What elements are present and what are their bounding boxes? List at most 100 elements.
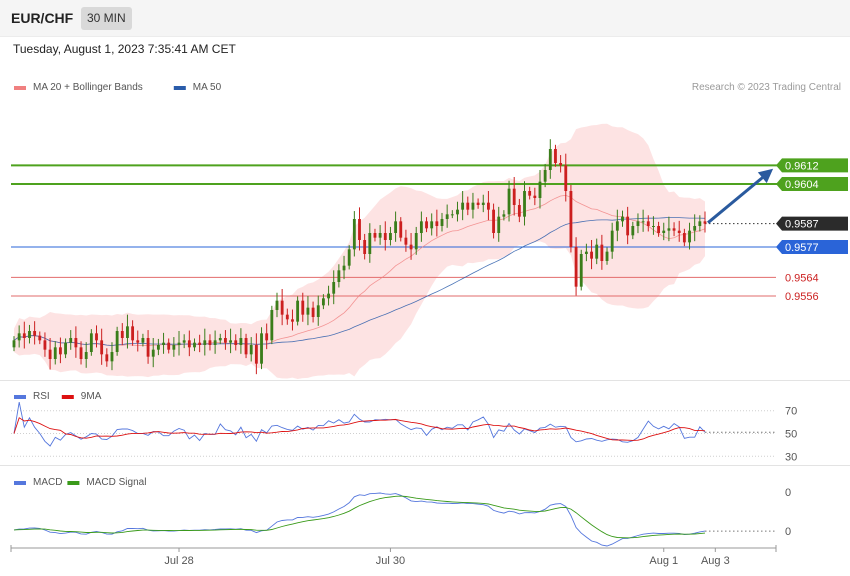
candle (414, 226, 418, 255)
arrow-head (757, 168, 774, 184)
pivot-label-tag (776, 240, 848, 254)
candle (280, 289, 284, 326)
candle-body (162, 342, 165, 345)
candle (471, 192, 475, 219)
candle-body (33, 331, 37, 336)
candle-body (151, 349, 155, 357)
candle-body (95, 333, 98, 341)
candle-body (569, 191, 573, 247)
candle (218, 333, 222, 345)
candle-body (399, 221, 403, 238)
candle (419, 211, 423, 242)
rsi-line (13, 402, 706, 447)
candle-body (512, 188, 516, 205)
rsi-tick-label: 70 (785, 406, 797, 418)
candle (110, 342, 114, 371)
rsi-panel-divider (0, 380, 850, 381)
candle (574, 237, 578, 296)
candle (636, 213, 640, 234)
rsi-legend-label: RSI (33, 391, 50, 402)
candle (497, 206, 501, 242)
candlesticks (12, 139, 707, 375)
candle (538, 170, 542, 209)
candle (22, 321, 26, 349)
candle-body (43, 340, 47, 350)
candle (265, 323, 269, 350)
candle-body (404, 237, 408, 245)
bollinger-band (14, 123, 705, 380)
candle (662, 222, 666, 241)
candle (239, 328, 243, 354)
level-labels: 0.9612 0.9604 0.9587 0.9577 0.9564 0.9556 (776, 158, 848, 303)
candle-body (476, 202, 480, 205)
candle (33, 321, 37, 345)
candle-body (146, 338, 150, 357)
last-price-label: 0.9587 (785, 219, 819, 231)
candle-body (17, 333, 21, 341)
candle (229, 328, 233, 354)
candle (476, 198, 480, 209)
candle-body (466, 202, 470, 210)
candle-body (507, 188, 511, 215)
candle (327, 285, 330, 306)
candle (621, 210, 624, 227)
support-label: 0.9556 (785, 291, 819, 303)
candle (64, 338, 67, 359)
candle-body (605, 251, 609, 261)
candle (703, 211, 707, 233)
candle-body (79, 347, 83, 359)
x-axis: Jul 28 Jul 30 Aug 1 Aug 3 (10, 545, 777, 567)
candle (332, 270, 336, 305)
candle-body (301, 300, 305, 315)
candle-body (523, 191, 526, 217)
candle-body (306, 307, 310, 315)
arrow-shaft (707, 175, 765, 224)
candle-body (358, 219, 361, 240)
candle-body (543, 170, 547, 182)
candle (368, 223, 372, 263)
candle-body (631, 226, 635, 236)
candle-body (533, 195, 537, 198)
candle (677, 220, 681, 242)
candle (672, 222, 676, 237)
candle-body (414, 233, 418, 250)
candle-body (156, 345, 160, 350)
candle-body (48, 349, 52, 359)
candle-body (657, 226, 661, 233)
candle-body (471, 202, 475, 210)
candle-body (100, 340, 104, 355)
candle (337, 264, 341, 288)
x-tick-label: Jul 30 (376, 555, 405, 567)
macd-legend-label: MACD (33, 477, 62, 488)
candle-body (383, 233, 387, 240)
candle (347, 245, 351, 270)
main-legend-swatch (173, 86, 186, 90)
candle (100, 328, 104, 365)
candle (311, 301, 315, 323)
candle (270, 305, 274, 345)
candle-body (672, 228, 676, 231)
candle-body (662, 230, 666, 233)
candle-body (693, 226, 697, 231)
main-legend-swatch (14, 86, 26, 90)
candle-body (579, 254, 583, 287)
candle-body (187, 340, 191, 348)
candle-body (311, 307, 315, 317)
macd-legend-swatch (14, 481, 26, 485)
candle-body (430, 221, 434, 229)
rsi-legend-swatch (14, 395, 26, 399)
candle (141, 333, 145, 347)
candle (481, 194, 485, 213)
candle-body (610, 230, 614, 252)
timeframe-badge[interactable]: 30 MIN (81, 7, 132, 30)
candle (28, 324, 31, 344)
candle-body (559, 163, 563, 166)
candle-body (435, 221, 439, 226)
candle-body (538, 181, 542, 198)
candle (95, 325, 98, 348)
candle (492, 203, 495, 239)
datetime-label: Tuesday, August 1, 2023 7:35:41 AM CET (13, 42, 236, 56)
candle (275, 292, 279, 318)
candle (430, 213, 434, 236)
